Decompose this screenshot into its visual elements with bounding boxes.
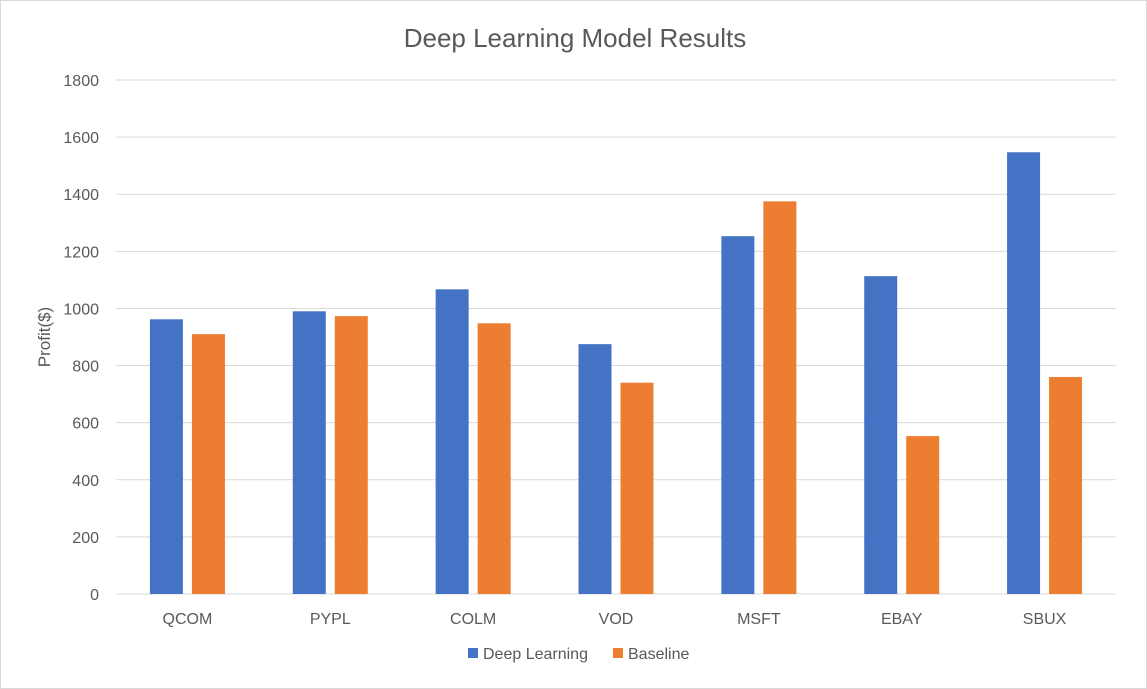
bar-baseline-colm [477,323,511,594]
bar-deep-learning-vod [578,344,612,594]
bar-baseline-msft [763,201,797,594]
y-tick-label: 1200 [63,244,99,261]
bar-deep-learning-ebay [864,276,898,594]
bars [149,152,1083,595]
bar-deep-learning-pypl [292,311,326,594]
y-tick-label: 1600 [63,130,99,147]
bar-baseline-vod [620,382,654,594]
gridlines [116,79,1116,595]
bar-deep-learning-sbux [1007,152,1041,595]
x-tick-label: PYPL [310,611,351,628]
bar-deep-learning-qcom [149,319,183,594]
y-tick-label: 600 [72,416,99,433]
y-tick-label: 200 [72,530,99,547]
legend-label: Deep Learning [483,646,588,663]
x-tick-label: QCOM [163,611,213,628]
y-tick-label: 800 [72,359,99,376]
bar-baseline-ebay [906,436,940,594]
y-axis-ticks: 0 200 400 600 800 1000 1200 1400 1600 1800 [63,73,99,604]
y-axis-label: Profit($) [35,307,54,367]
x-axis-ticks: QCOM PYPL COLM VOD MSFT EBAY SBUX [163,611,1067,628]
bar-baseline-pypl [334,316,368,594]
legend-label: Baseline [628,646,689,663]
chart-title: Deep Learning Model Results [404,23,747,53]
bar-baseline-qcom [191,334,225,594]
bar-deep-learning-msft [721,236,755,594]
bar-baseline-sbux [1049,376,1083,594]
y-tick-label: 1000 [63,301,99,318]
x-tick-label: MSFT [737,611,781,628]
x-tick-label: VOD [599,611,634,628]
legend-swatch [468,648,478,658]
bar-deep-learning-colm [435,289,469,594]
x-tick-label: EBAY [881,611,923,628]
y-tick-label: 400 [72,473,99,490]
legend: Deep Learning Baseline [468,646,689,663]
y-tick-label: 1800 [63,73,99,90]
x-tick-label: SBUX [1023,611,1067,628]
x-tick-label: COLM [450,611,496,628]
legend-swatch [613,648,623,658]
y-tick-label: 0 [90,587,99,604]
y-tick-label: 1400 [63,187,99,204]
